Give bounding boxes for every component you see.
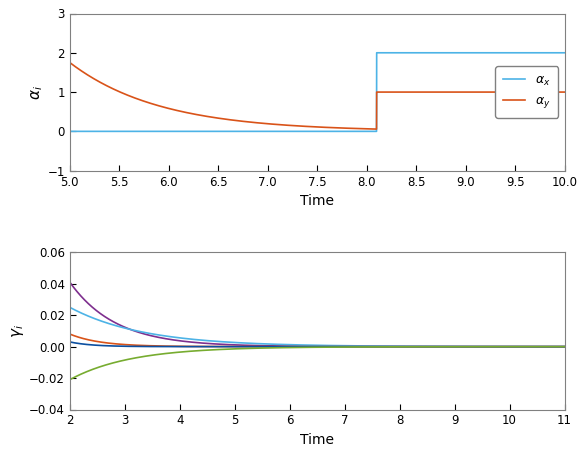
- Y-axis label: $\alpha_i$: $\alpha_i$: [29, 85, 45, 99]
- Y-axis label: $\gamma_i$: $\gamma_i$: [10, 324, 26, 338]
- X-axis label: Time: Time: [300, 194, 334, 208]
- Legend: $\alpha_x$, $\alpha_y$: $\alpha_x$, $\alpha_y$: [495, 66, 558, 118]
- X-axis label: Time: Time: [300, 433, 334, 447]
